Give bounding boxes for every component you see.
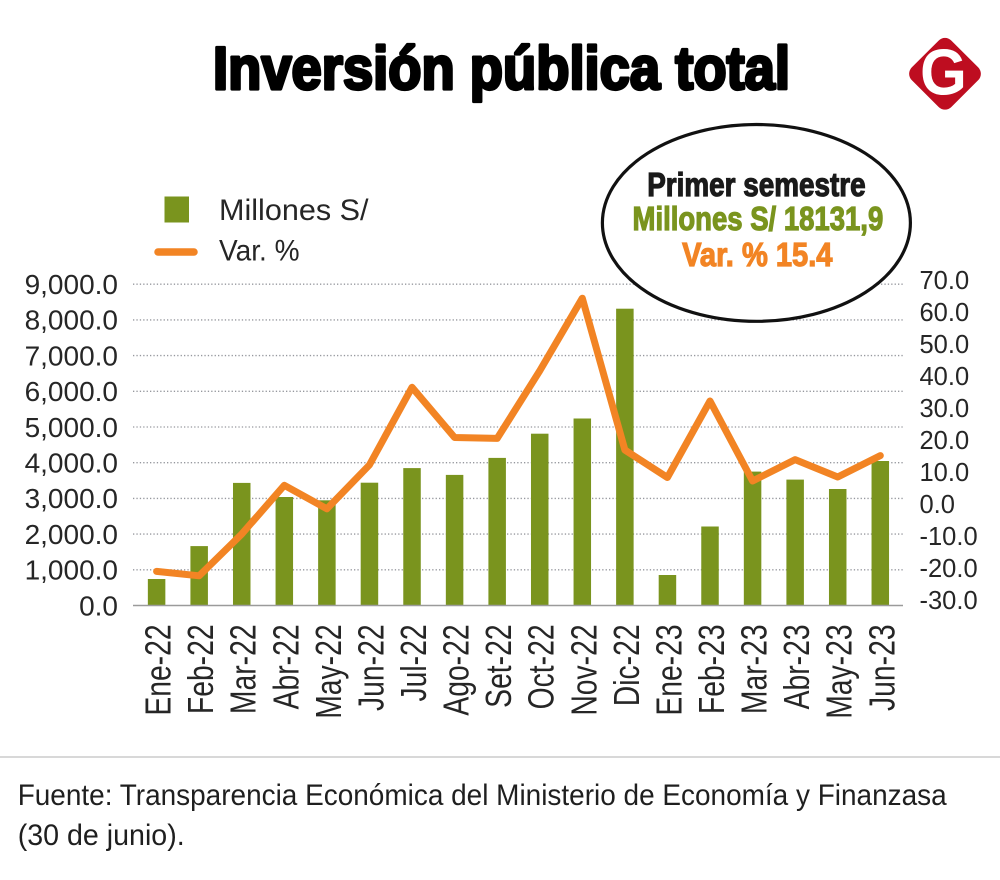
svg-text:Feb-23: Feb-23 xyxy=(692,624,732,714)
svg-text:1,000.0: 1,000.0 xyxy=(25,555,118,586)
svg-text:Set-22: Set-22 xyxy=(479,624,519,707)
svg-text:Ago-22: Ago-22 xyxy=(436,624,476,715)
svg-text:10.0: 10.0 xyxy=(920,459,970,487)
svg-text:0.0: 0.0 xyxy=(79,590,118,621)
svg-text:Abr-22: Abr-22 xyxy=(266,624,306,709)
svg-text:3,000.0: 3,000.0 xyxy=(25,483,118,514)
svg-text:30.0: 30.0 xyxy=(920,395,970,423)
svg-text:9,000.0: 9,000.0 xyxy=(25,269,118,300)
svg-text:4,000.0: 4,000.0 xyxy=(25,448,118,479)
svg-text:70.0: 70.0 xyxy=(920,267,970,295)
svg-text:60.0: 60.0 xyxy=(920,299,970,327)
svg-text:7,000.0: 7,000.0 xyxy=(25,340,118,371)
svg-text:5,000.0: 5,000.0 xyxy=(25,412,118,443)
svg-text:0.0: 0.0 xyxy=(920,491,955,519)
svg-text:Nov-22: Nov-22 xyxy=(564,624,604,715)
svg-text:Var. %: Var. % xyxy=(219,235,300,268)
svg-text:Mar-23: Mar-23 xyxy=(734,624,774,714)
svg-text:Millones S/ 18131,9: Millones S/ 18131,9 xyxy=(633,200,884,237)
svg-text:Primer semestre: Primer semestre xyxy=(647,166,865,203)
svg-text:Dic-22: Dic-22 xyxy=(607,624,647,706)
svg-text:G: G xyxy=(920,36,967,109)
svg-text:Jul-22: Jul-22 xyxy=(394,624,434,701)
svg-text:Ene-22: Ene-22 xyxy=(138,624,178,715)
svg-text:-10.0: -10.0 xyxy=(920,523,978,551)
svg-text:May-22: May-22 xyxy=(309,624,349,718)
svg-text:40.0: 40.0 xyxy=(920,363,970,391)
svg-text:50.0: 50.0 xyxy=(920,331,970,359)
svg-text:8,000.0: 8,000.0 xyxy=(25,305,118,336)
svg-text:2,000.0: 2,000.0 xyxy=(25,519,118,550)
svg-text:-20.0: -20.0 xyxy=(920,555,978,583)
svg-text:6,000.0: 6,000.0 xyxy=(25,376,118,407)
svg-text:May-23: May-23 xyxy=(819,624,859,718)
svg-text:Jun-22: Jun-22 xyxy=(351,624,391,711)
svg-text:Millones S/: Millones S/ xyxy=(219,194,369,227)
svg-text:-30.0: -30.0 xyxy=(920,587,978,615)
svg-text:Jun-23: Jun-23 xyxy=(862,624,902,711)
svg-text:Feb-22: Feb-22 xyxy=(181,624,221,714)
svg-text:(30 de junio).: (30 de junio). xyxy=(18,819,185,852)
svg-text:Inversión pública total: Inversión pública total xyxy=(213,35,790,102)
svg-text:Abr-23: Abr-23 xyxy=(777,624,817,709)
svg-text:Fuente: Transparencia Económic: Fuente: Transparencia Económica del Mini… xyxy=(18,779,947,812)
svg-text:20.0: 20.0 xyxy=(920,427,970,455)
svg-text:Mar-22: Mar-22 xyxy=(223,624,263,714)
svg-text:Ene-23: Ene-23 xyxy=(649,624,689,715)
svg-text:Var. % 15.4: Var. % 15.4 xyxy=(682,236,833,273)
svg-text:Oct-22: Oct-22 xyxy=(521,624,561,709)
